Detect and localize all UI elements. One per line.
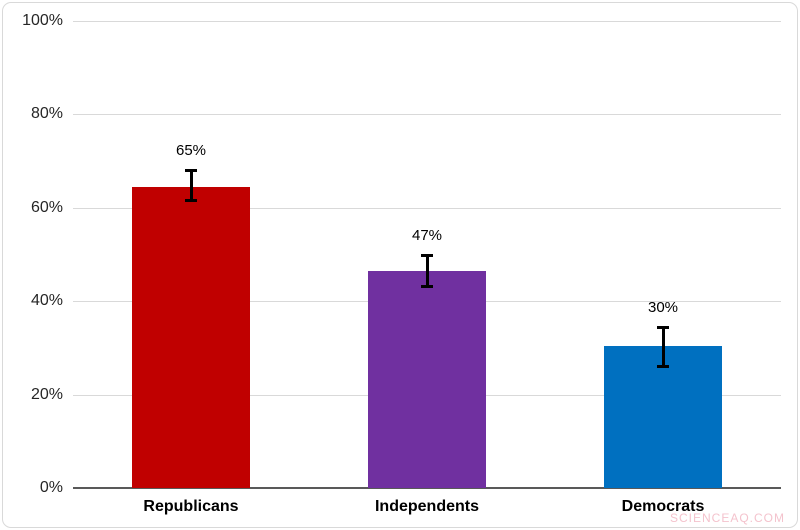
- y-tick-label: 60%: [30, 198, 63, 216]
- y-tick-label: 100%: [22, 12, 63, 29]
- error-bar-cap-bottom: [421, 285, 433, 289]
- category-label-republicans: Republicans: [143, 498, 239, 515]
- error-bar-cap-top: [421, 253, 433, 257]
- y-tick-label: 20%: [30, 385, 63, 403]
- plot-area: 0% 20% 40% 60% 80% 100% 65% Republicans 47% Indep…: [3, 3, 797, 527]
- y-tick-label: 0%: [39, 479, 63, 496]
- gridline: [73, 21, 781, 22]
- y-tick-label: 40%: [30, 292, 63, 310]
- x-axis-line: [73, 487, 781, 489]
- error-bar-cap-bottom: [657, 364, 669, 368]
- gridline: [73, 207, 781, 209]
- error-bar-cap-top: [657, 325, 669, 329]
- data-label: 30%: [647, 298, 679, 316]
- category-label-independents: Independents: [374, 498, 479, 515]
- bar-independents: [368, 270, 486, 488]
- error-bar-cap-bottom: [185, 198, 197, 202]
- error-bar-line: [661, 326, 665, 367]
- y-tick-label: 80%: [30, 105, 63, 123]
- category-label-democrats: Democrats: [621, 498, 705, 515]
- watermark: SCIENCEAQ.COM: [669, 511, 785, 525]
- data-label: 65%: [175, 142, 207, 160]
- gridline: [73, 114, 781, 116]
- error-bar-line: [189, 170, 193, 201]
- bar-republicans: [132, 186, 250, 488]
- error-bar-cap-top: [185, 169, 197, 173]
- error-bar-line: [425, 254, 429, 288]
- bar-democrats: [604, 345, 722, 488]
- data-label: 47%: [411, 226, 443, 244]
